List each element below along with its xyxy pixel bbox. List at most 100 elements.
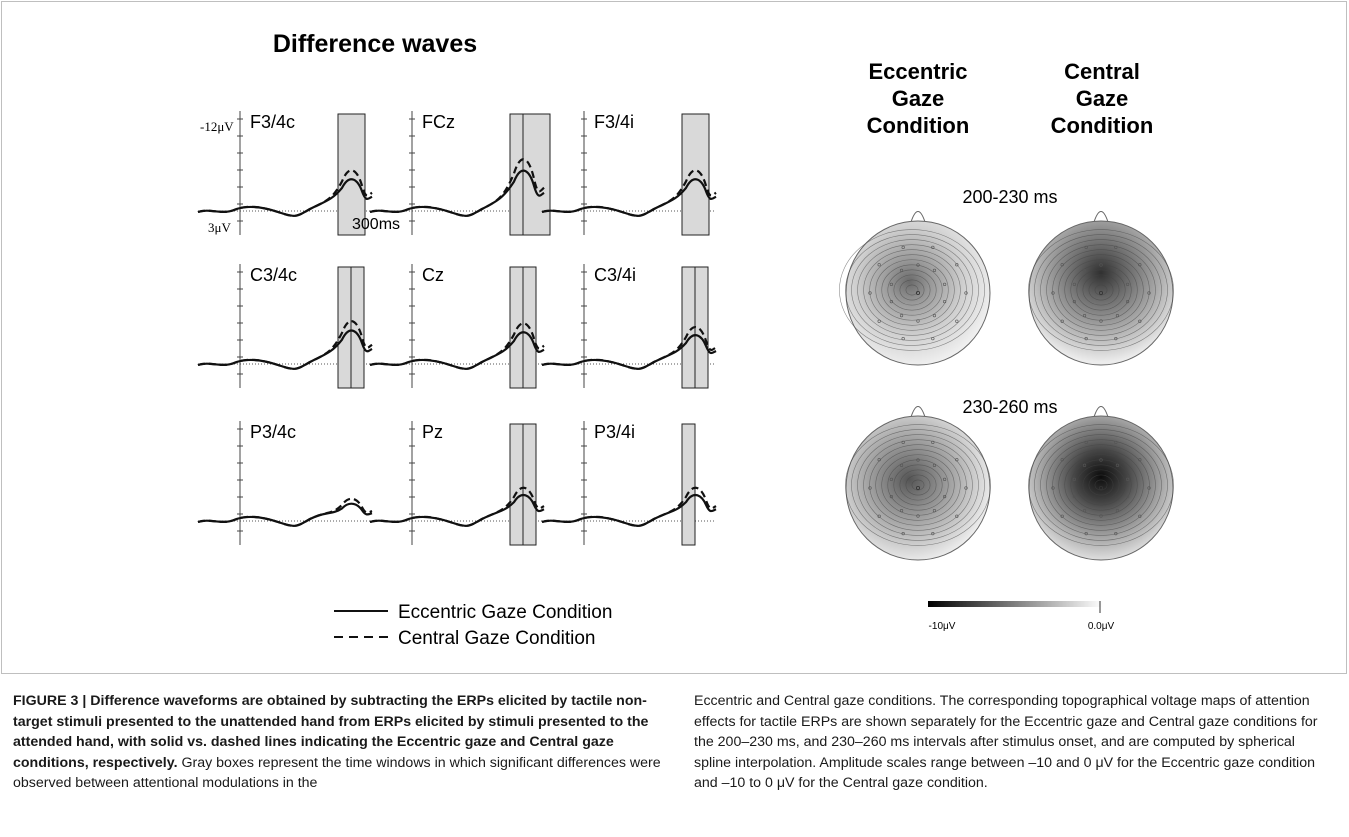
electrode-dot [955, 319, 959, 323]
eccentric-header-line-3: Condition [867, 113, 970, 138]
electrode-dot [1115, 509, 1120, 513]
caption-text-right: Eccentric and Central gaze conditions. T… [694, 693, 1318, 792]
legend-central-label: Central Gaze Condition [398, 628, 596, 649]
electrode-dot [1084, 440, 1088, 444]
electrode-dot [899, 509, 904, 513]
electrode-dot [1060, 514, 1064, 518]
contour-line [893, 274, 931, 306]
electrode-dot [1114, 440, 1118, 444]
scalp-outline [1028, 415, 1174, 561]
electrode-dot [1099, 514, 1103, 518]
figure-border [1, 1, 1347, 674]
waveform-panel: F3/4c [197, 111, 373, 236]
caption-text-left: Gray boxes represent the time windows in… [13, 754, 661, 792]
legend-eccentric-label: Eccentric Gaze Condition [398, 602, 612, 623]
central-waveform [541, 486, 717, 527]
scale-max-label: 0.0μV [1088, 621, 1115, 632]
caption-right-column: Eccentric and Central gaze conditions. T… [694, 691, 1330, 794]
contour-line [1028, 424, 1174, 546]
electrode-dot [1126, 300, 1130, 304]
contour-line [1070, 459, 1132, 511]
electrode-dot [1114, 532, 1118, 536]
electrode-dot [1084, 532, 1088, 536]
electrode-dot [1084, 337, 1088, 341]
contour-line [1058, 254, 1144, 326]
electrode-dot [916, 514, 920, 518]
contour-line [1052, 444, 1150, 526]
significance-window [337, 113, 366, 236]
electrode-dot [1060, 319, 1064, 323]
contour-line [905, 284, 919, 296]
electrode-dot [1051, 486, 1055, 490]
contour-line [1076, 269, 1126, 311]
electrode-dot [877, 319, 881, 323]
contour-line [881, 454, 955, 516]
electrode-dot [1060, 263, 1064, 267]
scalp-outline [845, 220, 991, 366]
electrode-dot [889, 300, 893, 304]
scalp-outline [1028, 220, 1174, 366]
electrode-dot [1072, 477, 1076, 481]
central-waveform [369, 486, 545, 527]
central-waveform [541, 169, 717, 217]
contour-line [911, 479, 925, 491]
electrode-dot [1099, 263, 1103, 267]
amplitude-scale-bar [928, 601, 1103, 607]
electrode-dot [916, 263, 920, 267]
contour-line [851, 429, 985, 541]
central-waveform [369, 158, 545, 217]
electrode-dot [1147, 291, 1151, 295]
electrode-dot [877, 263, 881, 267]
contour-line [887, 459, 949, 511]
electrode-dot [868, 291, 872, 295]
electrode-dot [899, 268, 904, 272]
scale-min-label: -10μV [929, 621, 956, 632]
electrode-dot [943, 477, 947, 481]
electrode-label: C3/4c [250, 265, 297, 285]
electrode-label: F3/4c [250, 112, 295, 132]
electrode-dot [943, 495, 947, 499]
electrode-dot [1099, 290, 1104, 295]
amplitude-top-label: -12μV [200, 119, 234, 134]
contour-line [869, 254, 955, 326]
electrode-dot [889, 495, 893, 499]
electrode-dot [1147, 486, 1151, 490]
electrode-dot [1126, 477, 1130, 481]
electrode-dot [1082, 463, 1087, 467]
electrode-dot [931, 532, 935, 536]
electrode-dot [1138, 319, 1142, 323]
electrode-dot [1126, 282, 1130, 286]
contour-line [1094, 284, 1108, 296]
electrode-dot [931, 440, 935, 444]
scalp-outline [845, 415, 991, 561]
electrode-dot [1115, 268, 1120, 272]
electrode-dot [1099, 485, 1104, 490]
central-header-line-2: Gaze [1076, 86, 1129, 111]
contour-line [1046, 244, 1156, 336]
central-waveform [369, 322, 545, 370]
contour-line [899, 469, 937, 501]
topo-maps [839, 211, 1174, 561]
electrode-dot [931, 337, 935, 341]
contour-line [899, 279, 925, 301]
contour-line [857, 434, 979, 536]
caption-left-column: FIGURE 3 | Difference waveforms are obta… [13, 691, 665, 794]
electrode-dot [1138, 514, 1142, 518]
electrode-label: C3/4i [594, 265, 636, 285]
waveform-panels: F3/4c FCz F3/4i C3/4c Cz C3/4i P3/4c Pz P3/4i [197, 111, 717, 546]
contour-line [863, 439, 973, 531]
electrode-dot [955, 514, 959, 518]
contour-line [851, 239, 973, 341]
contour-line [1094, 479, 1108, 491]
contour-line [839, 229, 985, 351]
electrode-dot [1126, 495, 1130, 499]
electrode-label: F3/4i [594, 112, 634, 132]
significance-window [681, 113, 710, 236]
electrode-dot [1115, 314, 1120, 318]
electrode-dot [877, 514, 881, 518]
contour-line [887, 269, 937, 311]
electrode-dot [1115, 463, 1120, 467]
electrode-dot [1114, 337, 1118, 341]
electrode-dot [964, 291, 968, 295]
